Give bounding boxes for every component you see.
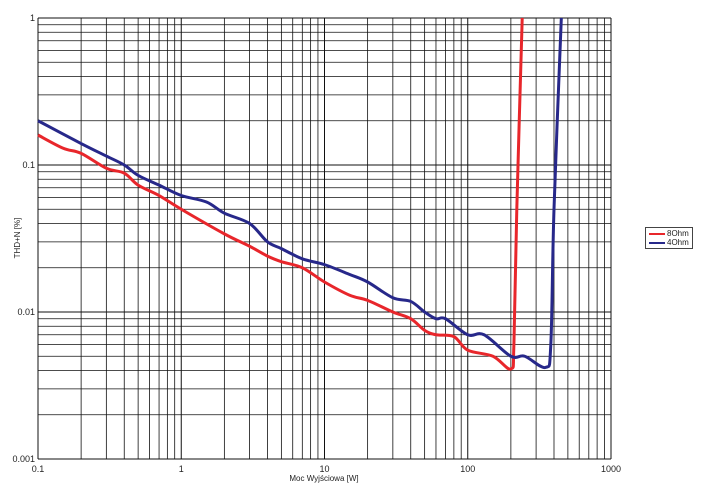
series-line-8ohm — [37, 17, 524, 371]
legend-item-4ohm: 4Ohm — [649, 238, 689, 247]
y-axis-label: THD+N [%] — [13, 218, 22, 259]
series-lines — [37, 17, 563, 371]
legend-label: 8Ohm — [667, 229, 689, 238]
legend-item-8ohm: 8Ohm — [649, 229, 689, 238]
x-tick-label: 10 — [319, 464, 329, 474]
x-tick-label: 100 — [460, 464, 475, 474]
legend-swatch — [649, 241, 665, 244]
x-tick-label: 1000 — [601, 464, 621, 474]
legend-swatch — [649, 232, 665, 235]
grid — [37, 17, 612, 460]
series-line-4ohm — [37, 17, 563, 370]
y-tick-label: 0.01 — [17, 307, 35, 317]
legend: 8Ohm 4Ohm — [645, 227, 693, 249]
tick-labels: 0.1 1 10 100 1000 0.001 0.01 0.1 1 — [12, 13, 621, 474]
x-tick-label: 1 — [179, 464, 184, 474]
y-tick-label: 0.1 — [22, 160, 35, 170]
x-axis-label: Moc Wyjściowa [W] — [289, 474, 358, 483]
y-tick-label: 0.001 — [12, 454, 35, 464]
legend-label: 4Ohm — [667, 238, 689, 247]
x-tick-label: 0.1 — [32, 464, 45, 474]
y-tick-label: 1 — [30, 13, 35, 23]
